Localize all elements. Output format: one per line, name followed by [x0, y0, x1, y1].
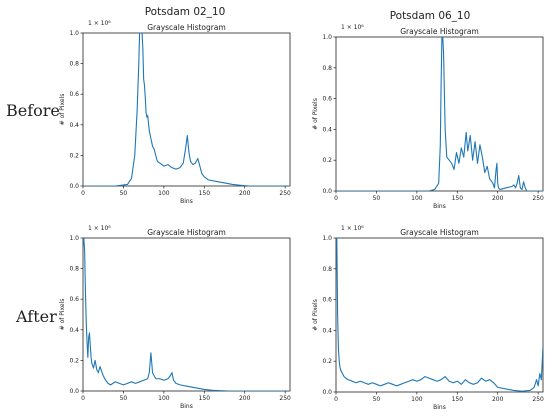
x-tick-label: 50 [120, 395, 128, 402]
plot-title: Grayscale Histogram [147, 23, 226, 32]
x-tick-label: 0 [81, 190, 85, 197]
histogram-panel-1: Grayscale Histogram 1 × 10⁶ 0 50 100 150 200 25… [312, 24, 544, 210]
plot-title: Grayscale Histogram [400, 27, 479, 36]
y-tick-label: 0.0 [322, 188, 332, 195]
x-tick-label: 250 [279, 395, 291, 402]
x-axis-label: Bins [180, 403, 193, 410]
x-tick-label: 200 [239, 395, 251, 402]
y-tick-label: 0.2 [322, 358, 332, 365]
x-tick-label: 250 [279, 190, 291, 197]
y-tick-label: 0.6 [69, 296, 79, 303]
plot-frame [335, 237, 544, 393]
y-axis-label: # of Pixels [312, 98, 319, 130]
y-tick-label: 1.0 [69, 30, 79, 37]
x-tick-label: 50 [373, 396, 381, 403]
histogram-panel-0: Grayscale Histogram 1 × 10⁶ 0 50 100 150 200 25… [59, 20, 291, 205]
y-tick-label: 0.6 [322, 297, 332, 304]
y-tick-label: 0.4 [322, 327, 332, 334]
y-tick-label: 0.2 [322, 157, 332, 164]
histogram-line [83, 33, 290, 186]
x-tick-label: 250 [532, 396, 544, 403]
plot-title: Grayscale Histogram [147, 228, 226, 237]
y-tick-label: 0.2 [69, 152, 79, 159]
x-tick-label: 150 [199, 190, 211, 197]
x-tick-label: 200 [492, 195, 504, 202]
histogram-panel-2: Grayscale Histogram 1 × 10⁶ 0 50 100 150 200 25… [59, 225, 291, 410]
y-tick-label: 0.0 [69, 183, 79, 190]
x-tick-label: 0 [334, 396, 338, 403]
y-axis-label: # of Pixels [59, 94, 66, 126]
histogram-line [336, 238, 543, 392]
y-tick-label: 0.8 [322, 65, 332, 72]
plot-title: Grayscale Histogram [400, 228, 479, 237]
y-tick-label: 0.4 [322, 126, 332, 133]
y-tick-label: 0.4 [69, 122, 79, 129]
histogram-line [336, 37, 543, 191]
y-tick-label: 1.0 [322, 34, 332, 41]
y-tick-label: 0.4 [69, 327, 79, 334]
y-axis-label: # of Pixels [59, 299, 66, 331]
x-tick-label: 200 [492, 396, 504, 403]
x-tick-label: 150 [452, 195, 464, 202]
row-label-before: Before [6, 101, 60, 120]
histogram-line [83, 238, 290, 391]
y-tick-label: 0.0 [69, 388, 79, 395]
x-tick-label: 100 [158, 190, 170, 197]
scale-multiplier-label: 1 × 10⁶ [88, 20, 111, 27]
x-tick-label: 150 [452, 396, 464, 403]
x-axis-label: Bins [433, 404, 446, 411]
x-tick-label: 250 [532, 195, 544, 202]
row-label-after: After [15, 307, 57, 326]
x-tick-label: 100 [158, 395, 170, 402]
x-tick-label: 50 [120, 190, 128, 197]
scale-multiplier-label: 1 × 10⁶ [341, 24, 364, 31]
x-tick-label: 150 [199, 395, 211, 402]
column-title-left: Potsdam 02_10 [145, 6, 226, 18]
scale-multiplier-label: 1 × 10⁶ [88, 225, 111, 232]
plot-frame [82, 32, 291, 187]
y-tick-label: 0.8 [322, 266, 332, 273]
y-tick-label: 1.0 [69, 235, 79, 242]
scale-multiplier-label: 1 × 10⁶ [341, 225, 364, 232]
y-axis-label: # of Pixels [312, 299, 319, 331]
y-tick-label: 1.0 [322, 235, 332, 242]
y-tick-label: 0.0 [322, 389, 332, 396]
y-tick-label: 0.6 [322, 96, 332, 103]
x-tick-label: 50 [373, 195, 381, 202]
y-tick-label: 0.8 [69, 266, 79, 273]
plot-frame [82, 237, 291, 392]
x-axis-label: Bins [180, 198, 193, 205]
x-tick-label: 100 [411, 195, 423, 202]
x-tick-label: 0 [334, 195, 338, 202]
x-tick-label: 0 [81, 395, 85, 402]
column-title-right: Potsdam 06_10 [390, 10, 471, 22]
histogram-panel-3: Grayscale Histogram 1 × 10⁶ 0 50 100 150 200 25… [312, 225, 544, 411]
y-tick-label: 0.2 [69, 357, 79, 364]
x-tick-label: 100 [411, 396, 423, 403]
x-tick-label: 200 [239, 190, 251, 197]
y-tick-label: 0.8 [69, 61, 79, 68]
y-tick-label: 0.6 [69, 91, 79, 98]
x-axis-label: Bins [433, 203, 446, 210]
